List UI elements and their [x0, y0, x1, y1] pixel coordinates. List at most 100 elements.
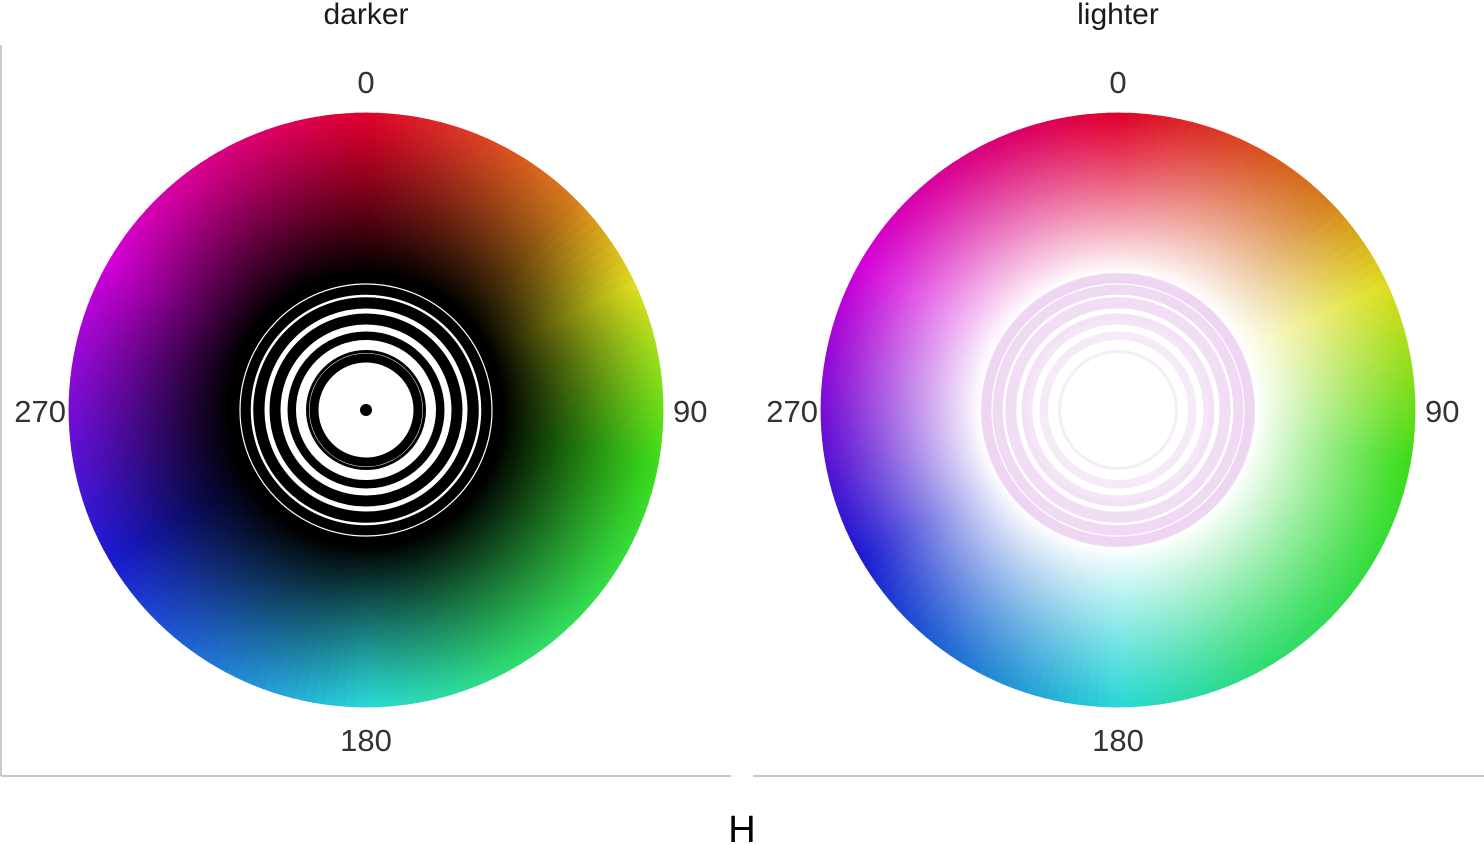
wheel-segment — [517, 410, 522, 417]
wheel-segment — [359, 236, 368, 241]
wheel-segment — [341, 270, 348, 276]
wheel-segment — [380, 266, 388, 272]
wheel-segment — [215, 429, 221, 437]
wheel-segment — [381, 255, 389, 261]
wheel-segment — [375, 556, 382, 562]
wheel-segment — [386, 263, 393, 269]
wheel-segment — [360, 240, 368, 245]
wheel-segment — [211, 419, 216, 427]
wheel-segment — [379, 548, 387, 554]
wheel-segment — [335, 264, 342, 270]
wheel-segment — [371, 254, 378, 260]
wheel-segment — [514, 383, 520, 390]
wheel-segment — [506, 410, 511, 417]
wheel-segment — [344, 552, 351, 558]
wheel-segment — [381, 259, 389, 265]
wheel-segment — [343, 555, 351, 561]
wheel-segment — [221, 418, 227, 426]
wheel-segment — [221, 398, 227, 406]
wheel-segment — [214, 398, 219, 405]
wheel-segment — [354, 560, 361, 566]
wheel-segment — [359, 214, 368, 219]
wheel-segment — [345, 545, 352, 550]
wheel-segment — [359, 211, 368, 216]
wheel-segment — [380, 559, 388, 565]
wheel-segment — [346, 270, 353, 275]
wheel-segment — [360, 258, 368, 263]
wheel-segment — [500, 429, 506, 436]
wheel-segment — [501, 395, 507, 402]
wheel-segment — [360, 243, 368, 248]
wheel-segment — [218, 414, 223, 421]
wheel-segment — [384, 548, 392, 554]
wheel-segment — [336, 267, 343, 273]
wheel-segment — [218, 388, 224, 395]
wheel-segment — [516, 393, 521, 401]
wheel-segment — [516, 399, 522, 406]
wheel-segment — [218, 424, 224, 431]
wheel-segment — [210, 408, 215, 416]
wheel-segment — [332, 557, 340, 563]
wheel-segment — [385, 270, 392, 276]
wheel-segment — [509, 394, 514, 401]
wheel-segment — [349, 553, 356, 558]
wheel-segment — [380, 552, 387, 558]
wheel-segment — [220, 434, 226, 441]
wheel-segment — [350, 265, 358, 271]
wheel-segment — [350, 262, 357, 267]
wheel-segment — [350, 545, 357, 551]
wheel-segment — [359, 225, 368, 230]
wheel-segment — [226, 389, 231, 396]
wheel-segment — [218, 408, 223, 416]
wheel-segment — [366, 265, 373, 270]
wheel-segment — [365, 546, 371, 551]
wheel-band — [221, 265, 511, 555]
wheel-segment — [223, 433, 229, 440]
wheel-segment — [222, 388, 228, 396]
wheel-segment — [507, 430, 513, 437]
wheel-segment — [504, 424, 510, 432]
wheel-segment — [390, 267, 397, 274]
wheel-segment — [386, 259, 394, 265]
wheel-segment — [226, 423, 231, 430]
wheel-segment — [333, 256, 341, 263]
wheel-segment — [349, 255, 357, 260]
wheel-segment — [215, 387, 221, 395]
wheel-segment — [226, 428, 232, 435]
wheel-segment — [375, 269, 382, 275]
wheel-segment — [375, 553, 382, 558]
wheel-segment — [513, 377, 520, 385]
wheel-segment — [357, 174, 368, 179]
wheel-segment — [358, 185, 368, 190]
wheel-segment — [390, 550, 397, 556]
wheel-segment — [351, 269, 358, 275]
wheel-segment — [359, 553, 366, 558]
wheel-segment — [215, 424, 220, 432]
wheel-segment — [502, 434, 509, 441]
wheel-segment — [505, 399, 511, 407]
wheel-segment — [337, 558, 345, 564]
wheel-segment — [513, 410, 518, 417]
wheel-segment — [361, 269, 367, 274]
wheel-segment — [226, 384, 232, 391]
wheel-segment — [339, 547, 347, 553]
wheel-segment — [506, 379, 512, 386]
wheel-segment — [358, 207, 368, 212]
wheel-segment — [502, 400, 507, 407]
wheel-segment — [218, 398, 223, 405]
wheel-segment — [360, 254, 368, 259]
color-wheel-darker — [68, 112, 664, 708]
panel-frame-left — [0, 45, 731, 777]
wheel-segment — [515, 425, 521, 433]
wheel-segment — [355, 265, 363, 271]
wheel-segment — [380, 556, 388, 561]
wheel-segment — [385, 551, 392, 557]
wheel-segment — [374, 549, 382, 555]
wheel-segment — [360, 546, 366, 551]
wheel-segment — [387, 256, 395, 262]
wheel-segment — [333, 554, 341, 560]
wheel-segment — [502, 405, 507, 411]
wheel-segment — [359, 561, 366, 566]
wheel-segment — [513, 436, 519, 444]
wheel-segment — [375, 560, 383, 565]
